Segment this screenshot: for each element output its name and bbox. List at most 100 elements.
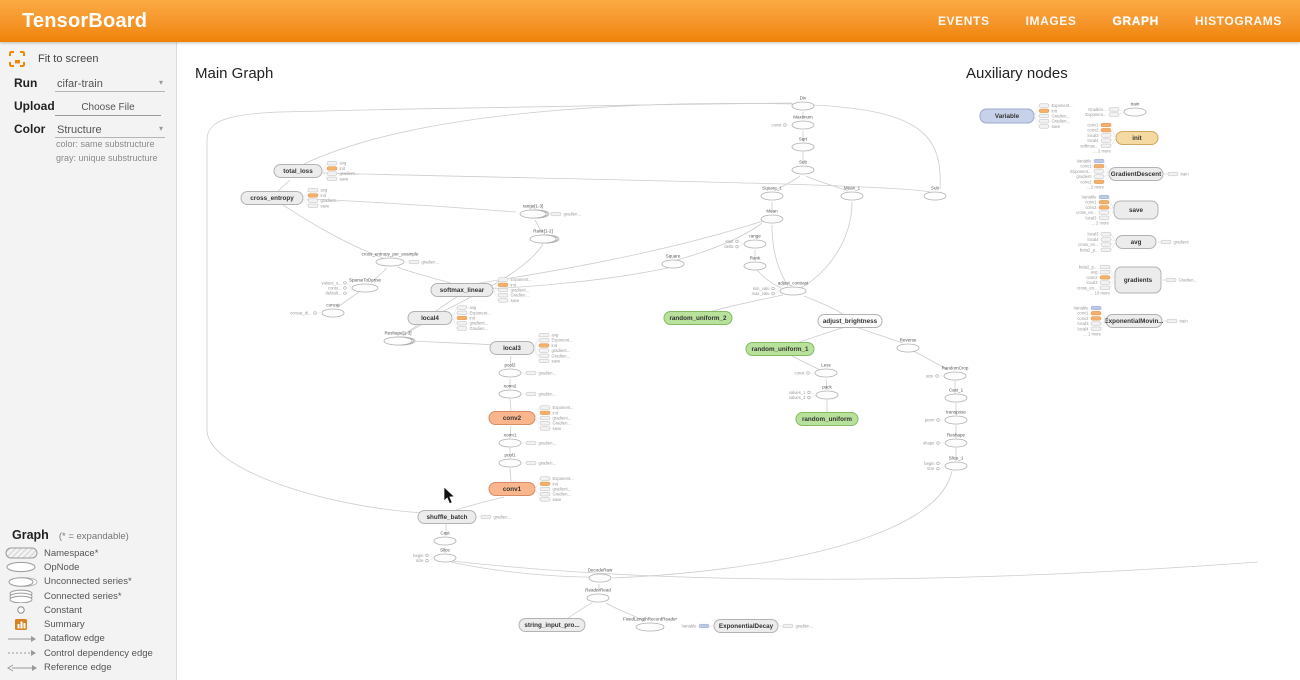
node-ReaderRead[interactable]: [586, 593, 610, 603]
node-label[interactable]: save: [1052, 124, 1062, 129]
node-label[interactable]: gradien...: [494, 515, 511, 520]
node-adjust_contrast[interactable]: [779, 286, 807, 296]
node-label[interactable]: total_loss: [283, 168, 313, 175]
node-label[interactable]: gradien...: [539, 371, 556, 376]
node-label[interactable]: Exponent...: [511, 277, 532, 282]
node-label[interactable]: Exponent...: [553, 405, 574, 410]
node-label[interactable]: Rank[1-2]: [533, 229, 553, 234]
node-label[interactable]: Mean: [766, 209, 778, 214]
node-string_input_pro...[interactable]: [518, 618, 586, 632]
tab-histograms[interactable]: HISTOGRAMS: [1194, 14, 1282, 28]
node-label[interactable]: range[1-3]: [523, 204, 544, 209]
node-label[interactable]: init: [553, 410, 559, 415]
node-label[interactable]: avg: [340, 161, 347, 166]
node-label[interactable]: concat: [326, 303, 340, 308]
node-Maximum[interactable]: [791, 120, 815, 130]
node-label[interactable]: conv1: [1085, 200, 1097, 205]
node-label[interactable]: norm1: [504, 433, 517, 438]
node-label[interactable]: Gradien...: [552, 353, 570, 358]
node-label[interactable]: shape: [923, 441, 935, 446]
node-train[interactable]: [1123, 107, 1147, 117]
node-label[interactable]: save: [511, 298, 521, 303]
node-label[interactable]: Variable: [1076, 159, 1092, 164]
node-label[interactable]: RandomCrop: [942, 366, 969, 371]
node-label[interactable]: DecodeRaw: [588, 568, 613, 573]
node-label[interactable]: conv2: [1087, 128, 1099, 133]
node-Less[interactable]: [814, 368, 838, 378]
node-label[interactable]: Gradien...: [470, 326, 488, 331]
node-label[interactable]: init: [552, 343, 558, 348]
node-label[interactable]: Gradien...: [1179, 278, 1197, 283]
node-label[interactable]: size: [927, 466, 935, 471]
node-label[interactable]: Variable: [995, 113, 1020, 120]
node-label[interactable]: avg: [321, 188, 328, 193]
node-label[interactable]: gradients: [1124, 277, 1153, 284]
node-label[interactable]: local3: [1088, 133, 1100, 138]
node-label[interactable]: gradien...: [539, 441, 556, 446]
node-label[interactable]: Exponent...: [552, 338, 573, 343]
node-range[1-3][interactable]: [519, 209, 547, 219]
node-range[interactable]: [743, 239, 767, 249]
node-Square[interactable]: [661, 259, 685, 269]
node-label[interactable]: Variable: [1081, 195, 1097, 200]
node-label[interactable]: Mean_1: [844, 186, 861, 191]
node-label[interactable]: gradien...: [422, 260, 439, 265]
node-label[interactable]: pack: [822, 385, 832, 390]
node-label[interactable]: Exponent...: [1085, 112, 1106, 117]
node-label[interactable]: conv2: [1085, 205, 1097, 210]
node-Reshape[interactable]: [944, 438, 968, 448]
node-label[interactable]: conv1: [1080, 164, 1092, 169]
node-label[interactable]: local3: [1088, 232, 1100, 237]
node-label[interactable]: Gradien...: [511, 293, 529, 298]
node-label[interactable]: const...: [328, 286, 342, 291]
node-label[interactable]: Reshape: [947, 433, 966, 438]
node-pack[interactable]: [815, 390, 839, 400]
tab-events[interactable]: EVENTS: [937, 14, 990, 28]
node-label[interactable]: norm2: [504, 384, 517, 389]
node-label[interactable]: GradientDescent: [1111, 171, 1162, 178]
node-label[interactable]: start: [725, 239, 734, 244]
node-label[interactable]: begin: [924, 461, 935, 466]
node-label[interactable]: init: [511, 282, 517, 287]
node-label[interactable]: Cast: [440, 531, 450, 536]
node-Rank[interactable]: [743, 261, 767, 271]
node-RandomCrop[interactable]: [943, 371, 967, 381]
node-label[interactable]: beta2_p...: [1080, 247, 1099, 252]
node-label[interactable]: beta2_p...: [1079, 265, 1098, 270]
node-Reverse[interactable]: [896, 343, 920, 353]
node-label[interactable]: adjust_contrast: [778, 281, 809, 286]
node-label[interactable]: const: [771, 123, 782, 128]
node-label[interactable]: gradient...: [553, 416, 572, 421]
node-label[interactable]: init: [1132, 135, 1142, 142]
node-label[interactable]: Reshape[1-3]: [384, 331, 411, 336]
node-label[interactable]: Rank: [750, 256, 761, 261]
node-label[interactable]: Slice: [440, 548, 450, 553]
node-label[interactable]: size: [416, 558, 424, 563]
node-Sub[interactable]: [923, 191, 947, 201]
node-label[interactable]: save: [321, 203, 331, 208]
node-Square_1[interactable]: [760, 191, 784, 201]
node-label[interactable]: Variable: [1073, 306, 1089, 311]
node-label[interactable]: random_uniform_2: [669, 315, 727, 322]
node-label[interactable]: local4: [1088, 138, 1100, 143]
node-label[interactable]: range: [749, 234, 761, 239]
node-pool2[interactable]: [498, 368, 522, 378]
node-label[interactable]: ReaderRead: [585, 588, 611, 593]
node-label[interactable]: init: [470, 316, 476, 321]
node-label[interactable]: save: [340, 176, 350, 181]
node-label[interactable]: conv2: [1080, 179, 1092, 184]
node-label[interactable]: save: [552, 359, 562, 364]
node-label[interactable]: gradient...: [340, 171, 359, 176]
node-label[interactable]: Gradien...: [1052, 119, 1070, 124]
node-DecodeRaw[interactable]: [588, 573, 612, 583]
node-label[interactable]: conv2: [503, 415, 522, 422]
node-label[interactable]: Sub: [931, 186, 940, 191]
node-Rank[1-2][interactable]: [529, 234, 557, 244]
node-label[interactable]: gradien...: [539, 461, 556, 466]
node-label[interactable]: shuffle_batch: [427, 514, 468, 521]
node-label[interactable]: gradient...: [511, 288, 530, 293]
node-label[interactable]: max_valu: [752, 291, 771, 296]
tab-images[interactable]: IMAGES: [1025, 14, 1077, 28]
node-label[interactable]: Variable: [681, 624, 697, 629]
